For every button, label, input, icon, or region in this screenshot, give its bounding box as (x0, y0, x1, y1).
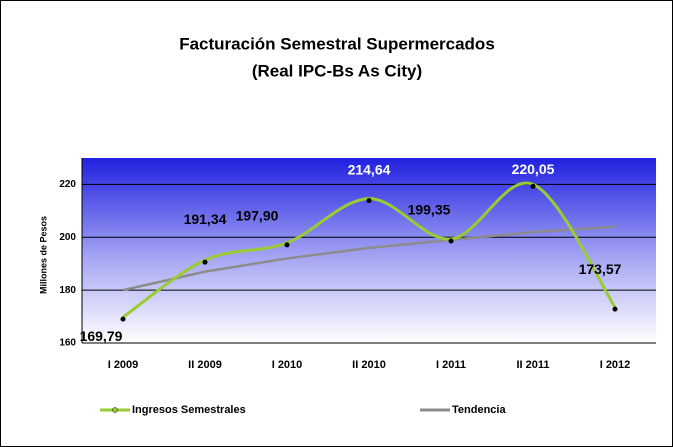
data-label: 173,57 (579, 261, 622, 277)
x-tick-label: II 2011 (516, 359, 549, 371)
chart-title: Facturación Semestral Supermercados (179, 34, 495, 53)
data-label: 214,64 (348, 161, 391, 177)
x-tick-label: I 2011 (436, 359, 466, 371)
data-label: 197,90 (236, 208, 279, 224)
point-marker (448, 238, 454, 244)
series-line (122, 225, 616, 292)
y-tick-label: 180 (59, 285, 76, 296)
y-axis-label: Millones de Pesos (38, 216, 48, 294)
y-tick-label: 220 (59, 179, 76, 190)
x-tick-label: I 2012 (600, 359, 631, 371)
x-tick-label: II 2009 (188, 359, 222, 371)
x-tick-label: II 2010 (352, 359, 386, 371)
y-tick-label: 200 (59, 232, 76, 243)
x-tick-label: I 2009 (108, 359, 139, 371)
point-marker (284, 242, 290, 248)
legend-label: Ingresos Semestrales (132, 404, 246, 416)
point-marker (120, 316, 126, 322)
point-marker (530, 183, 536, 189)
data-label: 169,79 (80, 328, 123, 344)
data-label: 191,34 (184, 211, 227, 227)
data-label: 220,05 (512, 161, 555, 177)
point-marker (202, 259, 208, 265)
point-marker (366, 198, 372, 204)
legend-label: Tendencia (452, 404, 506, 416)
x-tick-label: I 2010 (272, 359, 303, 371)
plot-area (82, 158, 656, 343)
y-tick-label: 160 (59, 338, 76, 349)
data-label: 199,35 (408, 202, 451, 218)
point-marker (612, 306, 618, 312)
legend-marker (112, 407, 118, 413)
chart-subtitle: (Real IPC-Bs As City) (252, 61, 422, 80)
